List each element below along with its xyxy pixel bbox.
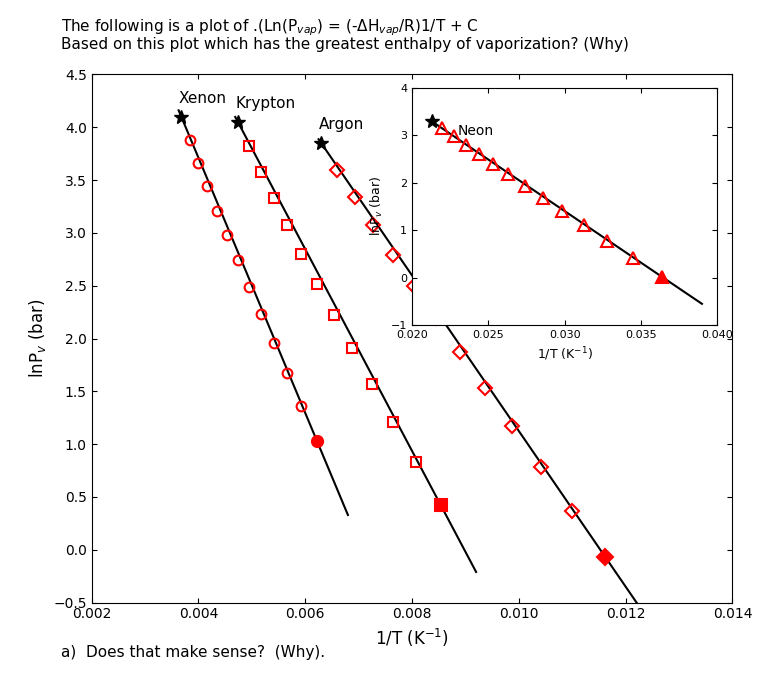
Text: The following is a plot of .(Ln(P$_{vap}$) = (-ΔH$_{vap}$/R)1/T + C: The following is a plot of .(Ln(P$_{vap}… [61,17,478,37]
Y-axis label: lnP$_v$ (bar): lnP$_v$ (bar) [369,177,385,236]
Text: a)  Does that make sense?  (Why).: a) Does that make sense? (Why). [61,645,325,660]
Text: Argon: Argon [318,117,364,132]
X-axis label: 1/T (K$^{-1}$): 1/T (K$^{-1}$) [375,627,449,649]
Text: Based on this plot which has the greatest enthalpy of vaporization? (Why): Based on this plot which has the greates… [61,37,629,52]
Text: Krypton: Krypton [235,96,295,111]
X-axis label: 1/T (K$^{-1}$): 1/T (K$^{-1}$) [536,345,593,363]
Text: Xenon: Xenon [179,91,227,106]
Text: Neon: Neon [458,124,494,137]
Y-axis label: lnP$_v$ (bar): lnP$_v$ (bar) [27,299,47,378]
